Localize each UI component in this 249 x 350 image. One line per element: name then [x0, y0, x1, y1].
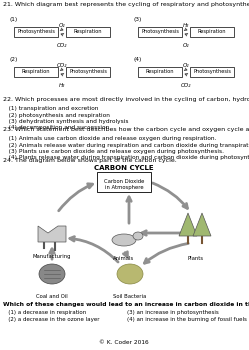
Text: 22. Which processes are most directly involved in the cycling of carbon, hydroge: 22. Which processes are most directly in… [3, 97, 249, 102]
Polygon shape [38, 226, 66, 242]
FancyArrowPatch shape [184, 28, 187, 30]
Text: (4): (4) [133, 57, 141, 62]
Text: (4) decomposition and succession: (4) decomposition and succession [3, 126, 109, 131]
FancyArrowPatch shape [59, 184, 93, 211]
Text: Carbon Dioxide: Carbon Dioxide [104, 179, 144, 184]
Text: CO₂: CO₂ [57, 43, 67, 48]
FancyBboxPatch shape [190, 27, 234, 37]
Text: (4) Plants release water during transpiration and carbon dioxide during photosyn: (4) Plants release water during transpir… [3, 155, 249, 161]
Text: O₂: O₂ [183, 43, 189, 48]
FancyBboxPatch shape [97, 172, 151, 192]
FancyArrowPatch shape [70, 237, 118, 262]
Text: (3) an increase in photosynthesis: (3) an increase in photosynthesis [127, 310, 219, 315]
FancyBboxPatch shape [14, 67, 58, 77]
Text: Animals: Animals [113, 256, 135, 261]
Text: CARBON CYCLE: CARBON CYCLE [94, 165, 154, 171]
Ellipse shape [133, 232, 143, 240]
Text: (3): (3) [133, 17, 141, 22]
Text: (2) Animals release water during respiration and carbon dioxide during transpira: (2) Animals release water during respira… [3, 142, 249, 147]
FancyBboxPatch shape [66, 67, 110, 77]
Text: (1) transpiration and excretion: (1) transpiration and excretion [3, 106, 98, 111]
Text: 24. The diagram below shows part of the carbon cycle.: 24. The diagram below shows part of the … [3, 158, 177, 163]
Text: Soil Bacteria: Soil Bacteria [113, 294, 147, 299]
FancyArrowPatch shape [127, 197, 131, 223]
Text: Respiration: Respiration [22, 70, 50, 75]
Text: H₂: H₂ [183, 23, 189, 28]
Text: © K. Coder 2016: © K. Coder 2016 [99, 340, 149, 345]
Ellipse shape [39, 264, 65, 284]
Text: 23. Which statement best describes how the carbon cycle and oxygen cycle are int: 23. Which statement best describes how t… [3, 127, 249, 132]
Text: Coal and Oil: Coal and Oil [36, 294, 68, 299]
Text: (4) an increase in the burning of fossil fuels: (4) an increase in the burning of fossil… [127, 317, 247, 322]
Text: Which of these changes would lead to an increase in carbon dioxide in the atmosp: Which of these changes would lead to an … [3, 302, 249, 307]
FancyArrowPatch shape [60, 28, 63, 30]
FancyArrowPatch shape [61, 34, 64, 36]
FancyArrowPatch shape [153, 183, 187, 208]
FancyArrowPatch shape [50, 249, 54, 259]
FancyBboxPatch shape [190, 67, 234, 77]
Text: Plants: Plants [188, 256, 204, 261]
Text: 21. Which diagram best represents the cycling of respiratory and photosynthetic : 21. Which diagram best represents the cy… [3, 2, 249, 7]
Text: (3) dehydration synthesis and hydrolysis: (3) dehydration synthesis and hydrolysis [3, 119, 128, 124]
Text: O₂: O₂ [183, 63, 189, 68]
Text: H₂: H₂ [59, 83, 65, 88]
Text: (1): (1) [9, 17, 17, 22]
Ellipse shape [117, 264, 143, 284]
FancyArrowPatch shape [185, 74, 188, 76]
Text: (1) Animals use carbon dioxide and release oxygen during respiration.: (1) Animals use carbon dioxide and relea… [3, 136, 216, 141]
FancyArrowPatch shape [142, 231, 183, 235]
FancyArrowPatch shape [124, 252, 127, 257]
Text: Photosynthesis: Photosynthesis [17, 29, 55, 35]
Text: O₂: O₂ [59, 23, 65, 28]
Text: Respiration: Respiration [74, 29, 102, 35]
FancyArrowPatch shape [184, 68, 187, 70]
Text: Manufacturing: Manufacturing [33, 254, 71, 259]
Text: (2) photosynthesis and respiration: (2) photosynthesis and respiration [3, 112, 110, 118]
Text: (2) a decrease in the ozone layer: (2) a decrease in the ozone layer [3, 317, 100, 322]
Text: in Atmosphere: in Atmosphere [105, 185, 143, 190]
Text: CO₂: CO₂ [57, 63, 67, 68]
Text: (3) Plants use carbon dioxide and release oxygen during photosynthesis.: (3) Plants use carbon dioxide and releas… [3, 149, 224, 154]
Text: CO₂: CO₂ [181, 83, 191, 88]
Polygon shape [193, 213, 211, 236]
Text: Photosynthesis: Photosynthesis [69, 70, 107, 75]
Text: (1) a decrease in respiration: (1) a decrease in respiration [3, 310, 86, 315]
Text: Photosynthesis: Photosynthesis [193, 70, 231, 75]
FancyArrowPatch shape [60, 68, 63, 70]
FancyBboxPatch shape [66, 27, 110, 37]
Polygon shape [179, 213, 197, 236]
Text: Respiration: Respiration [146, 70, 174, 75]
FancyBboxPatch shape [14, 27, 58, 37]
Text: Respiration: Respiration [198, 29, 226, 35]
Text: (2): (2) [9, 57, 17, 62]
FancyBboxPatch shape [138, 67, 182, 77]
FancyArrowPatch shape [61, 74, 64, 76]
Ellipse shape [112, 234, 136, 246]
FancyBboxPatch shape [138, 27, 182, 37]
Text: Photosynthesis: Photosynthesis [141, 29, 179, 35]
FancyArrowPatch shape [144, 244, 188, 263]
FancyArrowPatch shape [185, 34, 188, 36]
